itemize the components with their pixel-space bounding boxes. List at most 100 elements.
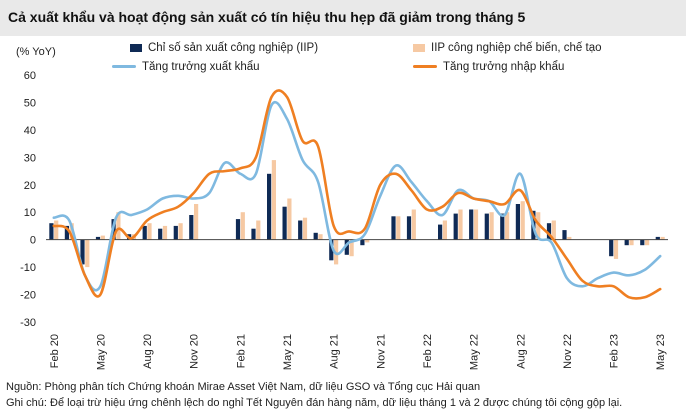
legend-item-iip: Chỉ số sản xuất công nghiệp (IIP) [130, 42, 318, 54]
x-tick-label: May 20 [95, 334, 107, 370]
bar-iip-mfg [613, 239, 619, 259]
bar-iip-mfg [520, 201, 525, 240]
bar-iip-mfg [256, 220, 261, 240]
bar-iip-mfg [396, 216, 401, 240]
bar-iip-mfg [349, 239, 354, 257]
legend-swatch-iip [130, 43, 142, 52]
bar-iip-mfg [645, 239, 650, 246]
bar-iip [500, 213, 505, 240]
bar-iip [344, 239, 349, 255]
bar-iip-mfg [505, 212, 510, 240]
legend-swatch-export [112, 65, 136, 69]
bar-iip-mfg [240, 212, 245, 240]
bar-iip [189, 215, 194, 240]
bar-iip [313, 232, 318, 240]
footnote: Ghi chú: Để loại trừ hiệu ứng chênh lệch… [6, 397, 623, 409]
bar-iip [235, 219, 241, 240]
y-tick-label: 50 [24, 97, 36, 109]
bar-iip [49, 223, 54, 240]
bar-iip [267, 173, 272, 240]
bar-iip-mfg [162, 225, 168, 240]
y-tick-label: -10 [20, 262, 36, 274]
bar-iip [438, 224, 443, 240]
x-tick-label: Feb 20 [49, 334, 61, 368]
bar-iip [640, 239, 645, 246]
bar-iip-mfg [567, 236, 572, 240]
legend-swatch-iip-mfg [413, 43, 425, 52]
y-axis-unit-label: (% YoY) [16, 46, 56, 58]
bar-iip-mfg [473, 209, 479, 240]
y-tick-label: 0 [30, 235, 36, 247]
bar-iip [251, 228, 256, 240]
bar-iip-mfg [69, 223, 74, 240]
chart-title: Cả xuất khẩu và hoạt động sản xuất có tí… [8, 9, 526, 25]
bar-iip [453, 213, 458, 240]
x-tick-label: Feb 22 [422, 334, 434, 368]
y-tick-label: 60 [24, 70, 36, 82]
bar-iip [406, 216, 412, 240]
bar-iip-mfg [536, 212, 541, 240]
bar-iip [546, 223, 552, 240]
bar-iip [624, 239, 629, 246]
x-tick-label: Nov 21 [375, 334, 387, 369]
bar-iip-mfg [271, 160, 276, 240]
bar-iip-mfg [411, 209, 416, 240]
bar-iip [329, 239, 334, 261]
line-export [52, 100, 662, 292]
bar-iip-mfg [116, 212, 121, 240]
bar-iip-mfg [458, 209, 463, 240]
bar-iip-mfg [147, 223, 152, 240]
bar-iip-mfg [287, 198, 292, 240]
bar-iip-mfg [302, 217, 308, 240]
bar-iip-mfg [54, 220, 59, 240]
x-tick-label: Feb 23 [609, 334, 621, 368]
bar-iip [298, 220, 303, 240]
y-tick-label: 30 [24, 152, 36, 164]
y-tick-label: -30 [20, 317, 36, 329]
legend-item-import: Tăng trưởng nhập khẩu [413, 61, 564, 73]
bar-iip [282, 206, 287, 240]
bar-iip-mfg [318, 234, 323, 240]
bar-iip [64, 225, 69, 240]
legend-item-export: Tăng trưởng xuất khẩu [112, 61, 260, 73]
y-tick-label: -20 [20, 290, 36, 302]
bar-iip-mfg [629, 239, 634, 246]
bar-iip-mfg [489, 212, 494, 240]
bar-iip-mfg [442, 220, 447, 240]
y-tick-label: 40 [24, 125, 36, 137]
y-tick-label: 20 [24, 180, 36, 192]
bar-iip [484, 213, 489, 240]
bar-iip-mfg [660, 236, 665, 240]
bar-iip [142, 225, 147, 240]
bar-iip-mfg [551, 220, 556, 240]
x-tick-label: May 21 [282, 334, 294, 370]
title-bar: Cả xuất khẩu và hoạt động sản xuất có tí… [0, 0, 686, 36]
bar-iip [80, 239, 85, 265]
legend-label-iip: Chỉ số sản xuất công nghiệp (IIP) [148, 42, 319, 54]
x-tick-label: Aug 21 [329, 334, 341, 369]
bar-iip [609, 239, 614, 257]
x-tick-label: May 22 [469, 334, 481, 370]
y-tick-label: 10 [24, 207, 36, 219]
legend-item-iip-mfg: IIP công nghiệp chế biến, chế tạo [413, 42, 602, 54]
legend-label-export: Tăng trưởng xuất khẩu [142, 61, 260, 73]
bar-iip [562, 230, 567, 240]
bar-iip-mfg [365, 239, 370, 243]
legend-swatch-import [413, 65, 437, 69]
bar-iip [391, 216, 396, 240]
bar-iip [655, 236, 660, 240]
x-tick-label: Aug 22 [515, 334, 527, 369]
source-note: Nguồn: Phòng phân tích Chứng khoán Mirae… [6, 381, 481, 393]
bar-iip-mfg [178, 223, 183, 240]
x-tick-label: Nov 22 [562, 334, 574, 369]
bar-iip [173, 225, 178, 240]
x-tick-label: May 23 [655, 334, 667, 370]
x-tick-label: Nov 20 [189, 334, 201, 369]
x-tick-label: Aug 20 [142, 334, 154, 369]
bar-iip-mfg [194, 204, 199, 240]
bar-iip-mfg [85, 239, 90, 268]
bar-iip [360, 239, 365, 246]
bar-iip [515, 204, 520, 240]
legend-label-iip-mfg: IIP công nghiệp chế biến, chế tạo [431, 42, 602, 54]
